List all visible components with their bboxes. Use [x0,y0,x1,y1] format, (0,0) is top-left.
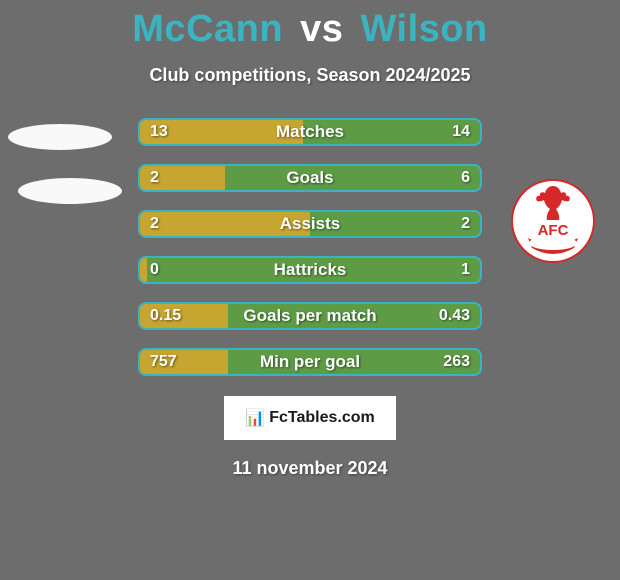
player2-name: Wilson [360,8,487,50]
vs-separator: vs [300,8,343,50]
afc-badge-svg: AFC [510,178,596,264]
fctables-logo: 📊 FcTables.com [224,396,396,440]
stat-bar-row: Matches13 14 [138,118,482,146]
player1-name: McCann [132,8,283,50]
stat-label: Hattricks [140,258,480,282]
stat-label: Min per goal [140,350,480,374]
stat-value-right: 1 [461,258,470,282]
footer-date: 11 november 2024 [0,458,620,479]
stat-value-right: 6 [461,166,470,190]
stat-value-left: 2 [150,166,159,190]
stat-bar-row: Goals per match0.15 0.43 [138,302,482,330]
subtitle: Club competitions, Season 2024/2025 [0,65,620,86]
stat-value-left: 0.15 [150,304,181,328]
stat-value-left: 0 [150,258,159,282]
fctables-logo-text: FcTables.com [269,409,375,427]
stat-bar-row: Hattricks0 1 [138,256,482,284]
page-title: McCann vs Wilson [0,0,620,51]
stats-bars: Matches1314Goals26Assists22Hattricks01Go… [138,118,482,376]
stat-label: Goals per match [140,304,480,328]
stat-label: Goals [140,166,480,190]
right-club-badge: AFC [510,178,596,264]
stat-value-left: 757 [150,350,177,374]
stat-value-right: 0.43 [439,304,470,328]
stat-value-left: 2 [150,212,159,236]
bar-chart-icon: 📊 [245,408,265,428]
stat-value-left: 13 [150,120,168,144]
left-badge-ellipse-1 [8,124,112,150]
stat-label: Matches [140,120,480,144]
stats-comparison-card: McCann vs Wilson Club competitions, Seas… [0,0,620,580]
stat-bar-row: Goals2 6 [138,164,482,192]
stat-value-right: 2 [461,212,470,236]
stat-bar-row: Assists2 2 [138,210,482,238]
stat-bar-row: Min per goal757 263 [138,348,482,376]
stat-value-right: 263 [443,350,470,374]
left-badge-ellipse-2 [18,178,122,204]
stat-value-right: 14 [452,120,470,144]
stat-label: Assists [140,212,480,236]
